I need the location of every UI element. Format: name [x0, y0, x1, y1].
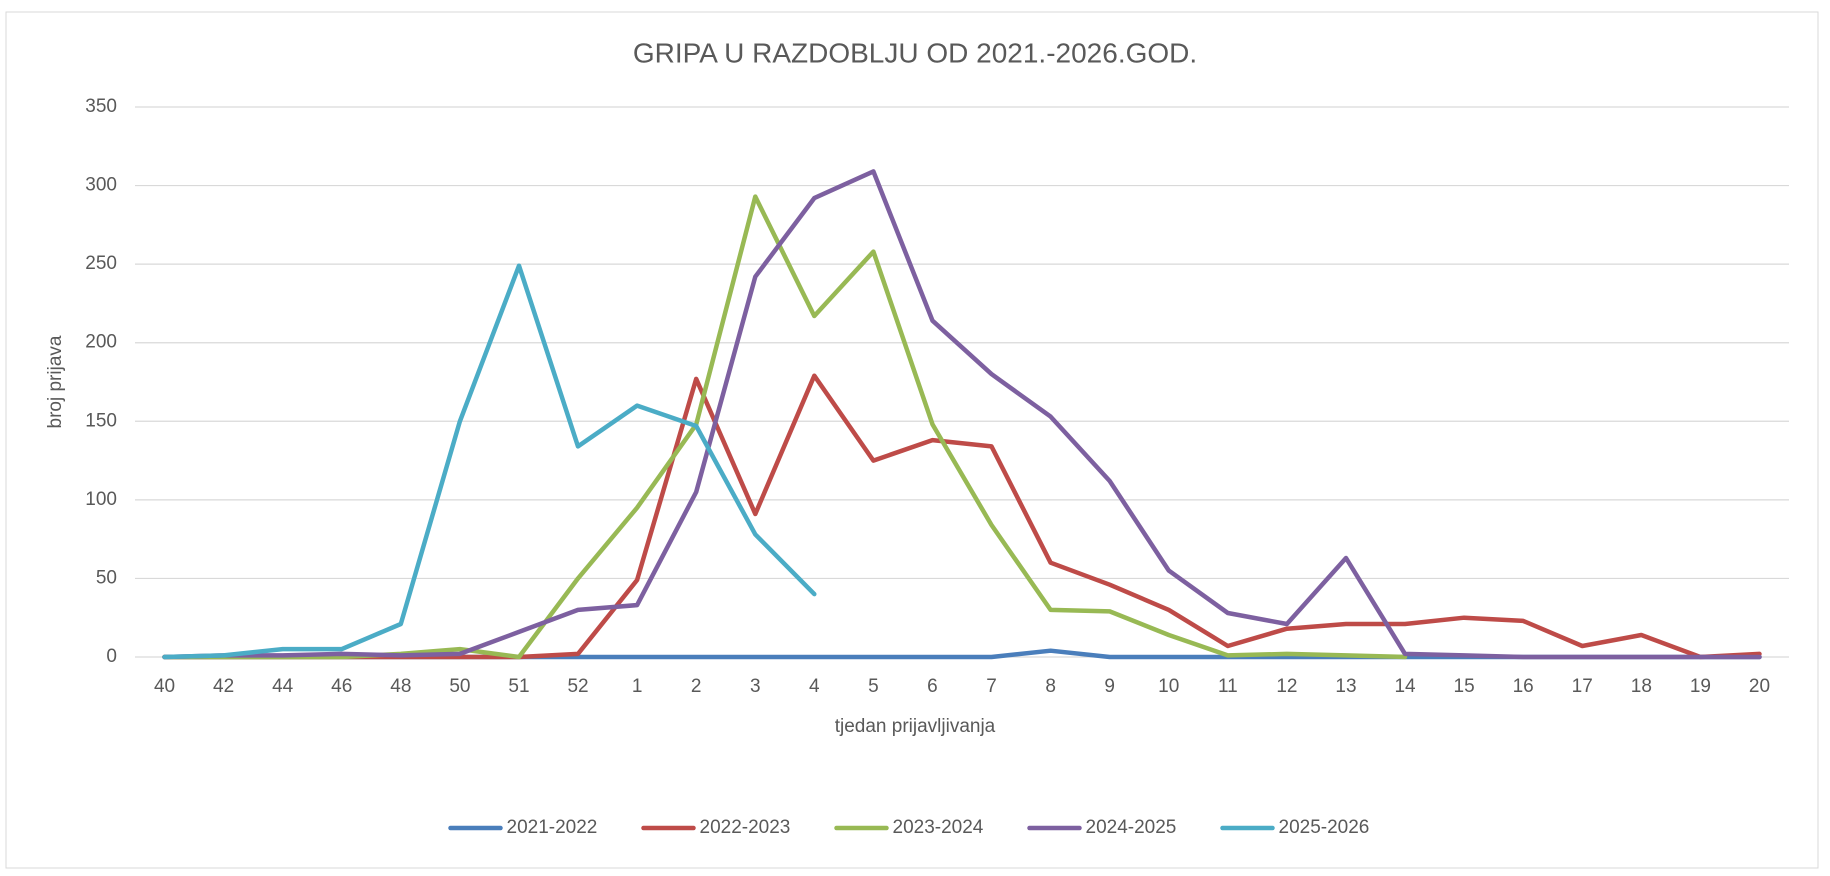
y-tick-label: 0: [106, 646, 117, 667]
x-tick-label: 9: [1104, 676, 1115, 697]
x-tick-label: 20: [1749, 676, 1770, 697]
y-axis-title: broj prijava: [45, 335, 66, 428]
chart-title: GRIPA U RAZDOBLJU OD 2021.-2026.GOD.: [633, 37, 1197, 68]
x-tick-label: 15: [1454, 676, 1475, 697]
x-tick-label: 50: [449, 676, 470, 697]
series-line: [162, 169, 1762, 660]
y-tick-label: 350: [85, 96, 117, 117]
x-tick-label: 6: [927, 676, 938, 697]
legend-label: 2024-2025: [1086, 817, 1177, 838]
x-tick-label: 16: [1513, 676, 1534, 697]
x-tick-label: 8: [1045, 676, 1056, 697]
x-tick-label: 17: [1572, 676, 1593, 697]
x-tick-label: 4: [809, 676, 820, 697]
x-tick-label: 7: [986, 676, 997, 697]
y-tick-label: 300: [85, 175, 117, 196]
legend-label: 2021-2022: [507, 817, 598, 838]
x-tick-label: 51: [508, 676, 529, 697]
x-tick-label: 11: [1218, 676, 1238, 697]
x-tick-label: 10: [1158, 676, 1179, 697]
x-tick-label: 5: [868, 676, 879, 697]
x-axis-title: tjedan prijavljivanja: [835, 716, 996, 737]
y-tick-label: 250: [85, 253, 117, 274]
legend-label: 2025-2026: [1279, 817, 1370, 838]
x-tick-label: 2: [691, 676, 702, 697]
x-tick-label: 44: [272, 676, 294, 697]
y-tick-label: 200: [85, 332, 117, 353]
y-tick-label: 100: [85, 489, 117, 510]
series-line: [162, 263, 817, 660]
chart-border: [5, 11, 1819, 869]
x-tick-label: 52: [567, 676, 588, 697]
x-tick-label: 40: [154, 676, 175, 697]
x-tick-label: 12: [1276, 676, 1297, 697]
x-tick-label: 1: [632, 676, 643, 697]
x-tick-label: 46: [331, 676, 352, 697]
x-tick-label: 19: [1690, 676, 1711, 697]
series-line: [162, 373, 1762, 660]
x-tick-label: 3: [750, 676, 761, 697]
x-tick-label: 18: [1631, 676, 1652, 697]
x-tick-label: 13: [1335, 676, 1356, 697]
y-tick-label: 50: [96, 567, 117, 588]
x-tick-label: 48: [390, 676, 411, 697]
legend-label: 2023-2024: [893, 817, 984, 838]
x-tick-label: 42: [213, 676, 234, 697]
y-tick-label: 150: [85, 410, 117, 431]
x-tick-label: 14: [1394, 676, 1416, 697]
legend-label: 2022-2023: [700, 817, 791, 838]
